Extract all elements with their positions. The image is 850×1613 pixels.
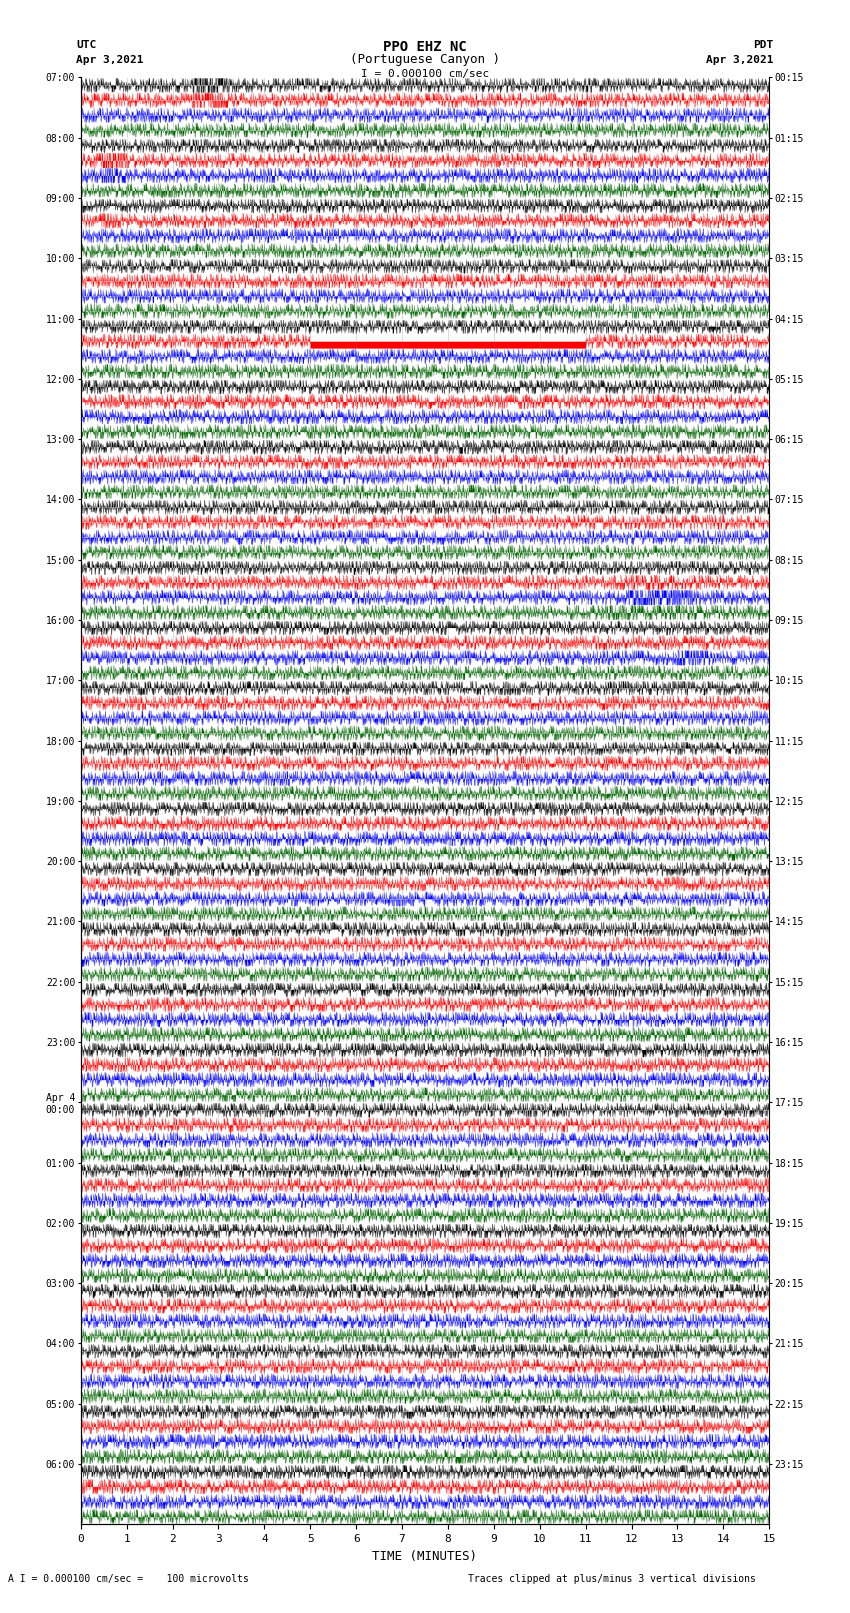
Text: A I = 0.000100 cm/sec =    100 microvolts: A I = 0.000100 cm/sec = 100 microvolts — [8, 1574, 249, 1584]
Text: I = 0.000100 cm/sec: I = 0.000100 cm/sec — [361, 69, 489, 79]
Text: UTC: UTC — [76, 40, 97, 50]
Text: Apr 3,2021: Apr 3,2021 — [706, 55, 774, 65]
X-axis label: TIME (MINUTES): TIME (MINUTES) — [372, 1550, 478, 1563]
Text: PPO EHZ NC: PPO EHZ NC — [383, 40, 467, 55]
Text: Traces clipped at plus/minus 3 vertical divisions: Traces clipped at plus/minus 3 vertical … — [468, 1574, 756, 1584]
Text: Apr 3,2021: Apr 3,2021 — [76, 55, 144, 65]
Text: PDT: PDT — [753, 40, 774, 50]
Text: (Portuguese Canyon ): (Portuguese Canyon ) — [350, 53, 500, 66]
